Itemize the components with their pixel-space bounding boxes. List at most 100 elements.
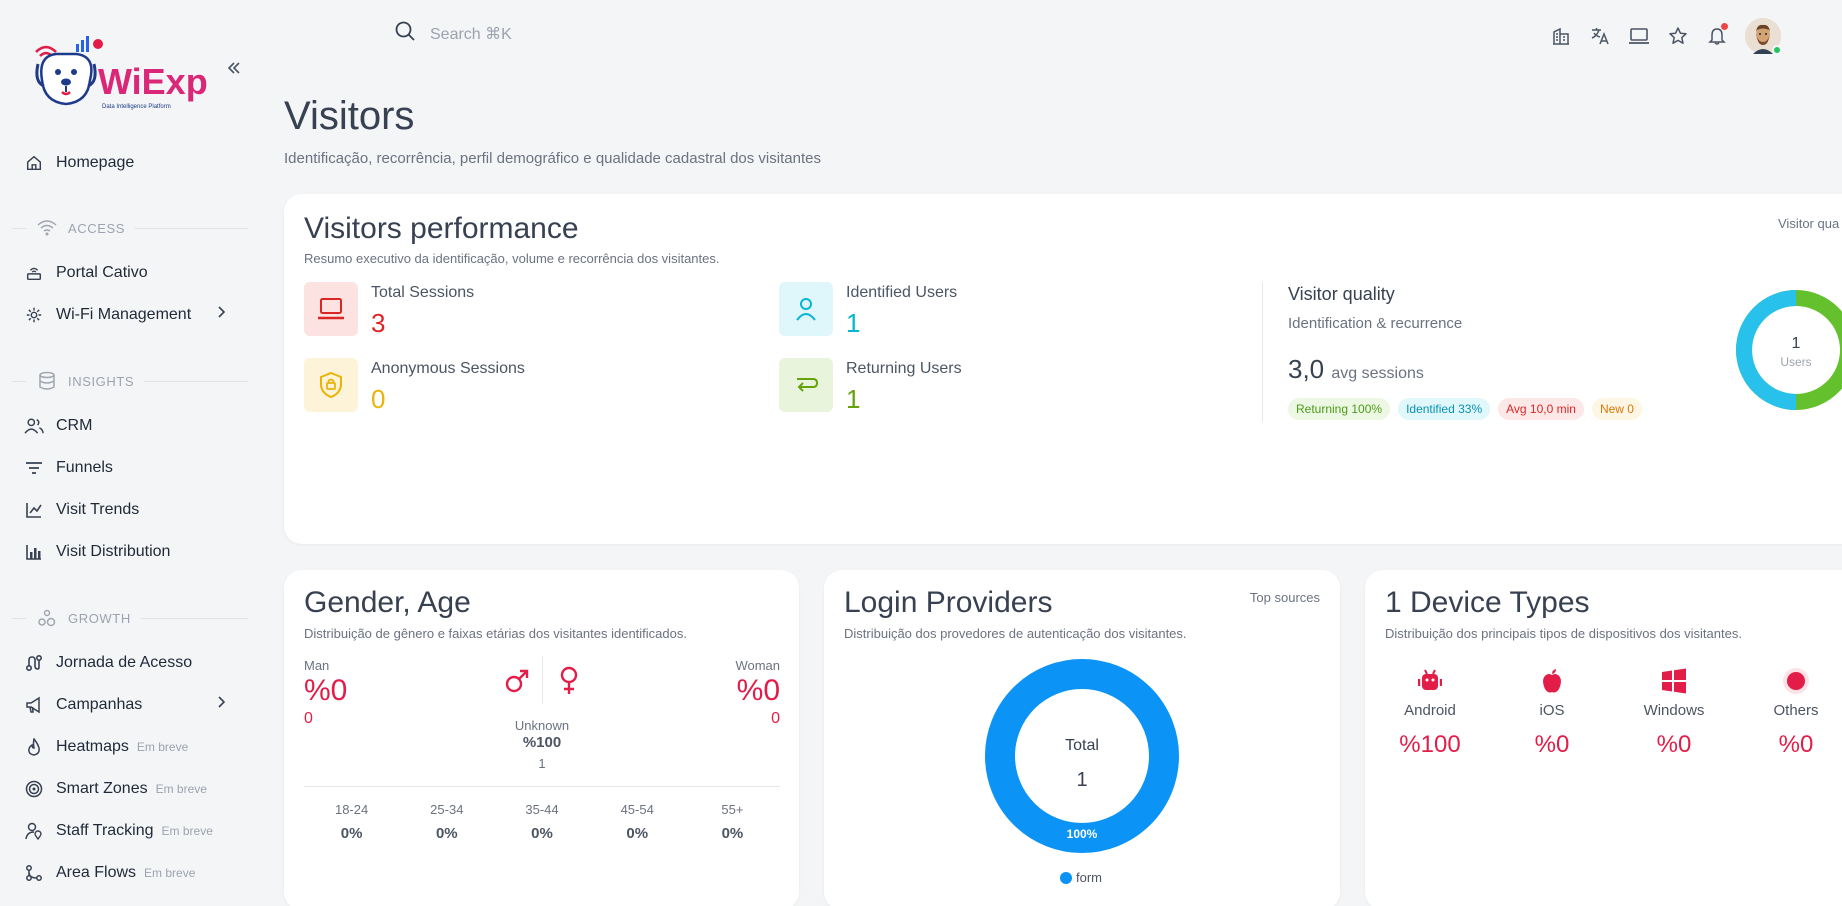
kpi-label: Anonymous Sessions bbox=[371, 360, 525, 377]
sidebar-item-jornada-de-acesso[interactable]: Jornada de Acesso bbox=[24, 648, 236, 678]
android-icon bbox=[1385, 666, 1475, 696]
age-bucket: 35-44 0% bbox=[525, 802, 559, 842]
pill-new: New 0 bbox=[1591, 398, 1642, 420]
pill-returning: Returning 100% bbox=[1288, 398, 1391, 420]
collapse-sidebar-button[interactable] bbox=[224, 60, 244, 80]
sidebar-item-label: CRM bbox=[56, 417, 93, 434]
chevron-right-icon bbox=[214, 305, 228, 324]
laptop-icon bbox=[304, 282, 358, 336]
kpi-label: Total Sessions bbox=[371, 284, 475, 301]
visitors-performance-card: Visitors performance Resumo executivo da… bbox=[284, 194, 1842, 544]
sidebar-item-heatmaps[interactable]: Heatmaps Em breve bbox=[24, 732, 236, 762]
home-icon bbox=[24, 153, 44, 173]
login-providers-donut: Total 1 100% bbox=[985, 659, 1179, 853]
page-subtitle: Identificação, recorrência, perfil demog… bbox=[284, 150, 821, 167]
man-percent: %0 bbox=[304, 674, 348, 707]
age-bucket: 18-24 0% bbox=[334, 802, 369, 842]
age-distribution: 18-24 0% 25-34 0% 35-44 0% 45-54 0% 55+ 0% bbox=[304, 802, 780, 842]
gender-age-card: Gender, Age Distribuição de gênero e fai… bbox=[284, 570, 799, 906]
star-icon[interactable] bbox=[1667, 25, 1689, 47]
kpi-label: Returning Users bbox=[846, 360, 962, 377]
sidebar-item-staff-tracking[interactable]: Staff Tracking Em breve bbox=[24, 816, 236, 846]
section-insights: INSIGHTS bbox=[12, 371, 248, 391]
kpi-total-sessions: Total Sessions 3 bbox=[304, 282, 474, 339]
coming-soon-badge: Em breve bbox=[144, 866, 196, 880]
flame-icon bbox=[24, 737, 44, 757]
megaphone-icon bbox=[24, 695, 44, 715]
age-bucket: 25-34 0% bbox=[430, 802, 464, 842]
donut-slice-label: 100% bbox=[1067, 827, 1098, 841]
search-input[interactable]: Search ⌘K bbox=[430, 25, 512, 43]
apple-icon bbox=[1507, 666, 1597, 696]
wifi-icon bbox=[36, 217, 58, 239]
sidebar-item-smart-zones[interactable]: Smart Zones Em breve bbox=[24, 774, 236, 804]
avatar[interactable] bbox=[1745, 18, 1782, 55]
kpi-value: 1 bbox=[846, 384, 861, 414]
unknown-percent: %100 bbox=[522, 734, 562, 751]
sidebar-item-funnels[interactable]: Funnels bbox=[24, 453, 236, 483]
svg-text:WiExp: WiExp bbox=[98, 61, 208, 102]
legend-item-form[interactable]: form bbox=[1060, 870, 1102, 885]
users-donut-chart: 1 Users bbox=[1736, 290, 1842, 410]
filter-lines-icon bbox=[24, 458, 44, 478]
users-icon bbox=[24, 416, 44, 436]
search-bar[interactable]: Search ⌘K bbox=[394, 20, 512, 47]
notification-dot bbox=[1721, 23, 1728, 30]
sidebar-item-label: Area Flows bbox=[56, 864, 137, 881]
laptop-icon[interactable] bbox=[1628, 25, 1650, 47]
sidebar-item-campanhas[interactable]: Campanhas bbox=[24, 690, 236, 720]
windows-icon bbox=[1629, 666, 1719, 696]
user-icon bbox=[779, 282, 833, 336]
device-others: Others %0 bbox=[1751, 666, 1841, 759]
device-types-card: 1 Device Types Distribuição dos principa… bbox=[1365, 570, 1842, 906]
man-label: Man bbox=[304, 658, 330, 673]
return-arrow-icon bbox=[779, 358, 833, 412]
search-icon bbox=[394, 20, 416, 47]
age-bucket: 45-54 0% bbox=[620, 802, 654, 842]
unknown-count: 1 bbox=[538, 756, 546, 771]
double-chevron-left-icon bbox=[227, 62, 240, 74]
kpi-value: 3 bbox=[371, 308, 386, 338]
donut-segment-form bbox=[985, 659, 1179, 853]
login-providers-card: Login Providers Distribuição dos provedo… bbox=[824, 570, 1340, 906]
sidebar-item-area-flows[interactable]: Area Flows Em breve bbox=[24, 858, 236, 888]
sidebar-item-visit-trends[interactable]: Visit Trends bbox=[24, 495, 236, 525]
sidebar-item-label: Campanhas bbox=[56, 696, 143, 713]
sidebar-item-crm[interactable]: CRM bbox=[24, 411, 236, 441]
sidebar-item-portal-cativo[interactable]: Portal Cativo bbox=[24, 258, 236, 288]
pill-identified: Identified 33% bbox=[1398, 398, 1491, 420]
wiexp-logo[interactable]: WiExp Data Intelligence Platform bbox=[32, 34, 212, 114]
top-sources-label[interactable]: Top sources bbox=[1249, 590, 1320, 605]
database-icon bbox=[36, 370, 58, 392]
growth-icon bbox=[36, 607, 58, 629]
sidebar-item-label: Wi-Fi Management bbox=[56, 306, 192, 323]
coming-soon-badge: Em breve bbox=[136, 740, 189, 754]
card-subtitle: Resumo executivo da identificação, volum… bbox=[304, 251, 720, 266]
section-growth: GROWTH bbox=[12, 608, 248, 628]
card-subtitle: Distribuição dos principais tipos de dis… bbox=[1385, 626, 1742, 641]
router-icon bbox=[24, 263, 44, 283]
divider bbox=[1262, 282, 1263, 422]
quality-pills: Returning 100% Identified 33% Avg 10,0 m… bbox=[1288, 398, 1642, 420]
sidebar-item-visit-distribution[interactable]: Visit Distribution bbox=[24, 537, 236, 567]
divider bbox=[542, 656, 543, 704]
sidebar-item-label: Homepage bbox=[56, 154, 135, 171]
avg-sessions: 3,0 avg sessions bbox=[1288, 354, 1424, 384]
avatar-face-icon bbox=[1745, 18, 1781, 54]
kpi-anonymous-sessions: Anonymous Sessions 0 bbox=[304, 358, 525, 415]
sidebar-item-label: Portal Cativo bbox=[56, 264, 148, 281]
line-chart-icon bbox=[24, 500, 44, 520]
device-ios: iOS %0 bbox=[1507, 666, 1597, 759]
topbar-actions bbox=[1550, 18, 1782, 55]
woman-percent: %0 bbox=[736, 674, 780, 707]
man-count: 0 bbox=[304, 710, 313, 727]
donut-total-label: Total bbox=[1065, 737, 1099, 754]
building-icon[interactable] bbox=[1550, 25, 1572, 47]
bell-icon[interactable] bbox=[1706, 23, 1728, 47]
sidebar-item-wifi-management[interactable]: Wi-Fi Management bbox=[24, 300, 236, 330]
translate-icon[interactable] bbox=[1589, 25, 1611, 47]
sidebar-item-homepage[interactable]: Homepage bbox=[24, 148, 236, 178]
kpi-label: Identified Users bbox=[846, 284, 958, 301]
shield-lock-icon bbox=[304, 358, 358, 412]
device-windows: Windows %0 bbox=[1629, 666, 1719, 759]
